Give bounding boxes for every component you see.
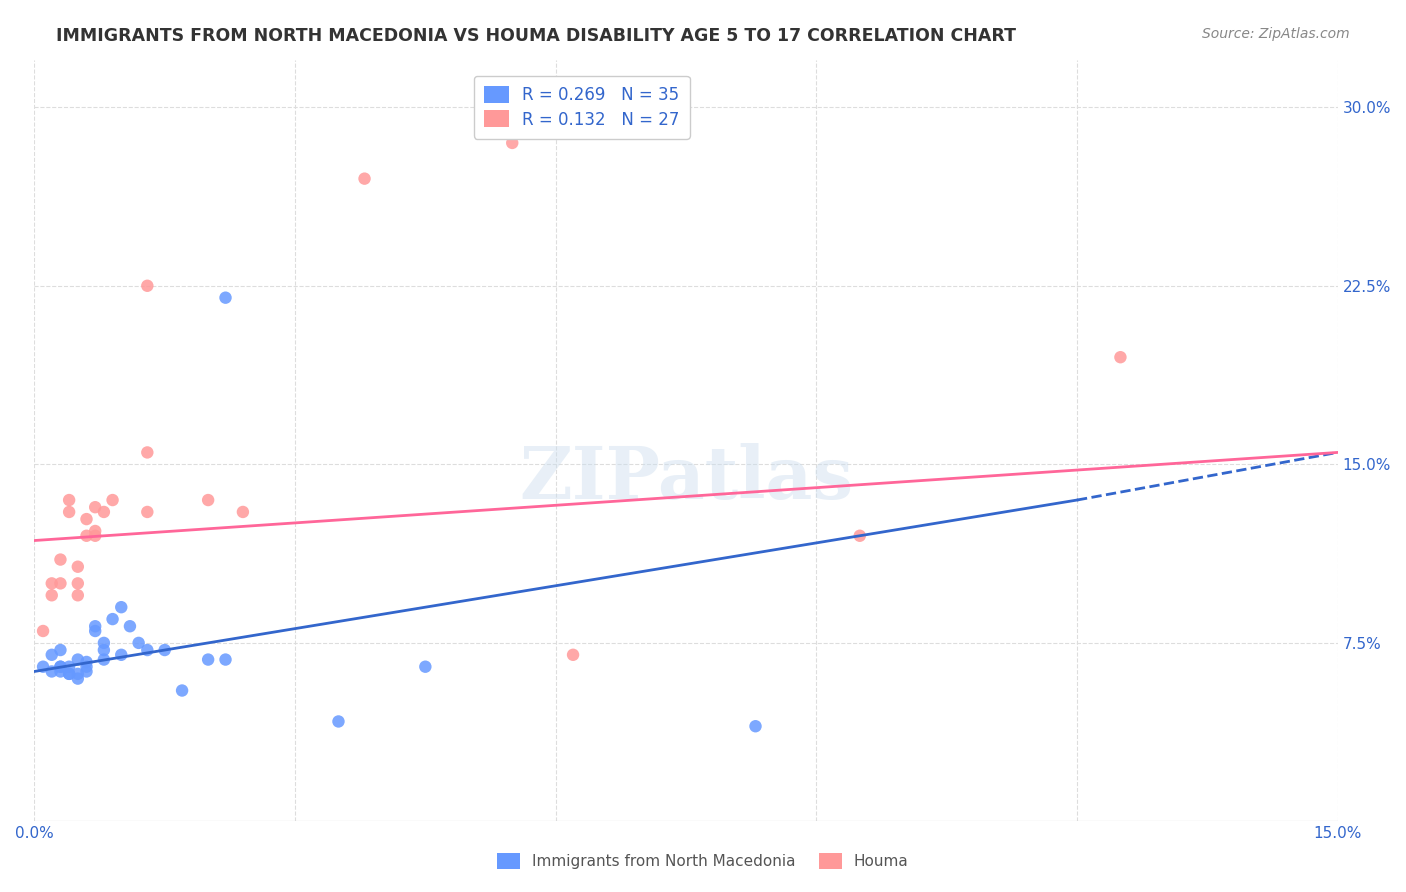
Point <box>66 652 89 666</box>
Point <box>328 714 350 729</box>
Point <box>232 505 254 519</box>
Point <box>58 659 80 673</box>
Point <box>49 659 72 673</box>
Point <box>110 648 132 662</box>
Point <box>849 529 872 543</box>
Point <box>153 643 176 657</box>
Point <box>58 493 80 508</box>
Point <box>172 683 194 698</box>
Point <box>41 588 63 602</box>
Text: Source: ZipAtlas.com: Source: ZipAtlas.com <box>1202 27 1350 41</box>
Point <box>49 665 72 679</box>
Point <box>41 648 63 662</box>
Point <box>415 659 437 673</box>
Point <box>58 666 80 681</box>
Text: ZIPatlas: ZIPatlas <box>519 443 853 514</box>
Point <box>84 619 107 633</box>
Point <box>136 278 159 293</box>
Point <box>58 505 80 519</box>
Point <box>66 672 89 686</box>
Point <box>32 624 55 638</box>
Point <box>1109 350 1132 364</box>
Point <box>58 666 80 681</box>
Point <box>66 576 89 591</box>
Point <box>136 505 159 519</box>
Point <box>136 643 159 657</box>
Point <box>353 171 375 186</box>
Point <box>84 529 107 543</box>
Point <box>84 624 107 638</box>
Point <box>66 588 89 602</box>
Text: IMMIGRANTS FROM NORTH MACEDONIA VS HOUMA DISABILITY AGE 5 TO 17 CORRELATION CHAR: IMMIGRANTS FROM NORTH MACEDONIA VS HOUMA… <box>56 27 1017 45</box>
Point <box>41 665 63 679</box>
Point <box>197 652 219 666</box>
Point <box>136 445 159 459</box>
Point <box>93 505 115 519</box>
Point <box>49 552 72 566</box>
Point <box>214 652 236 666</box>
Point <box>76 529 98 543</box>
Point <box>197 493 219 508</box>
Point <box>562 648 585 662</box>
Point <box>101 612 124 626</box>
Point <box>214 291 236 305</box>
Point <box>41 576 63 591</box>
Point <box>66 666 89 681</box>
Point <box>49 643 72 657</box>
Point <box>76 659 98 673</box>
Point <box>84 524 107 538</box>
Point <box>66 559 89 574</box>
Point <box>76 665 98 679</box>
Point <box>93 643 115 657</box>
Point <box>84 500 107 515</box>
Point <box>93 636 115 650</box>
Legend: R = 0.269   N = 35, R = 0.132   N = 27: R = 0.269 N = 35, R = 0.132 N = 27 <box>474 76 689 138</box>
Point <box>744 719 766 733</box>
Point <box>76 512 98 526</box>
Point <box>118 619 141 633</box>
Point <box>49 659 72 673</box>
Point <box>110 600 132 615</box>
Point <box>49 576 72 591</box>
Point <box>93 652 115 666</box>
Point <box>501 136 523 150</box>
Point <box>101 493 124 508</box>
Point <box>128 636 150 650</box>
Point <box>76 655 98 669</box>
Legend: Immigrants from North Macedonia, Houma: Immigrants from North Macedonia, Houma <box>491 847 915 875</box>
Point <box>32 659 55 673</box>
